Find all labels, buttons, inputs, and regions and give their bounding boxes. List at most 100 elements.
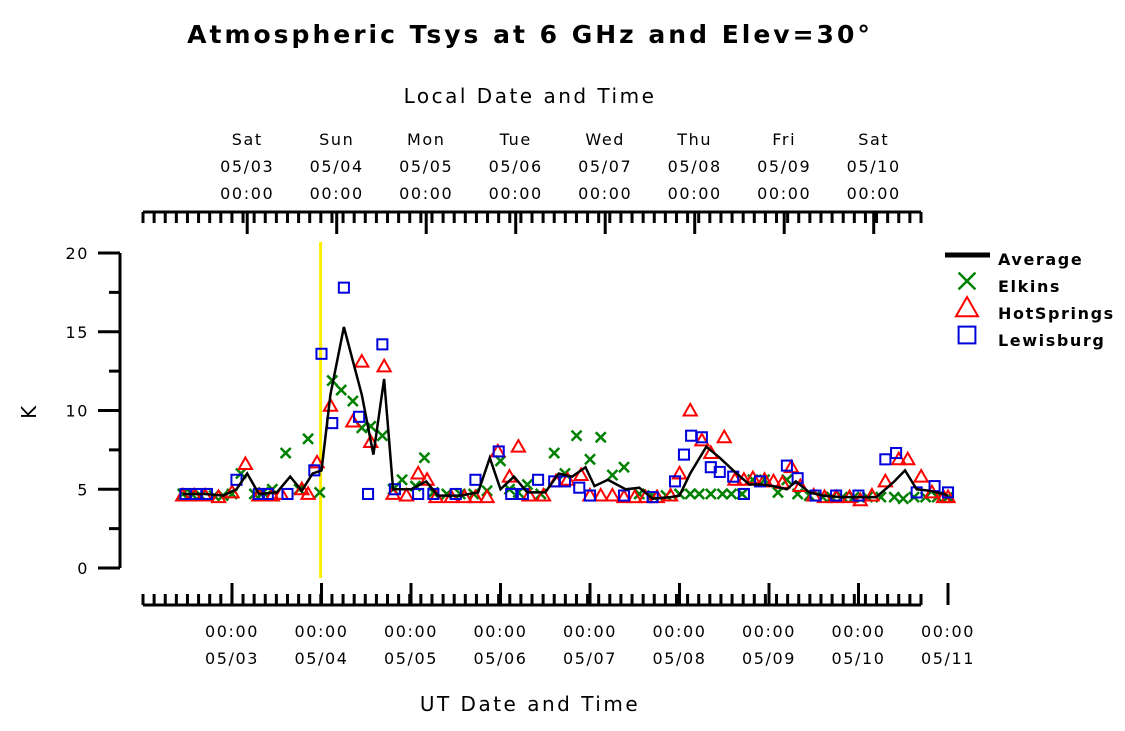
top-tick-date-label: 05/08 xyxy=(668,157,722,176)
hotsprings-point xyxy=(877,472,894,488)
elkins-point xyxy=(335,384,348,396)
legend-elkins-swatch xyxy=(957,271,977,291)
hotsprings-point xyxy=(263,486,281,502)
hotsprings-point xyxy=(299,485,317,500)
elkins-point xyxy=(897,492,910,505)
legend-lewisburg-label: Lewisburg xyxy=(998,331,1105,350)
bottom-tick-time-label: 00:00 xyxy=(831,622,885,641)
top-tick-date-label: 05/04 xyxy=(310,157,364,176)
elkins-point xyxy=(888,491,901,504)
lewisburg-point xyxy=(695,431,708,444)
top-tick-day-label: Sun xyxy=(319,130,354,149)
elkins-point xyxy=(548,447,561,459)
lewisburg-point xyxy=(362,487,375,501)
bottom-tick-time-label: 00:00 xyxy=(384,622,438,641)
elkins-point xyxy=(584,453,596,466)
bottom-tick-date-label: 05/03 xyxy=(205,649,259,668)
hotsprings-point xyxy=(418,471,436,486)
elkins-point xyxy=(302,432,314,445)
hotsprings-point xyxy=(735,471,753,486)
lewisburg-point xyxy=(449,487,462,501)
lewisburg-point xyxy=(890,446,903,460)
lewisburg-point xyxy=(668,475,682,488)
lewisburg-point xyxy=(685,429,698,442)
plot-area xyxy=(174,281,957,507)
legend: Average Elkins HotSprings Lewisburg xyxy=(945,250,1115,350)
top-tick-time-label: 00:00 xyxy=(399,184,453,203)
bottom-tick-time-label: 00:00 xyxy=(742,622,796,641)
lewisburg-point xyxy=(376,338,389,351)
bottom-axis: 00:00 05/03 00:00 05/04 00:00 05/05 00:00 05/06… xyxy=(141,583,975,668)
hotsprings-point xyxy=(615,488,633,504)
y-axis: 0 5 10 15 20 xyxy=(65,244,122,578)
elkins-point xyxy=(279,447,292,459)
elkins-point xyxy=(725,488,738,500)
top-tick-time-label: 00:00 xyxy=(220,184,274,203)
top-tick-date-label: 05/10 xyxy=(847,157,901,176)
average-line xyxy=(182,326,949,500)
lewisburg-point xyxy=(941,486,955,499)
hotsprings-point xyxy=(237,455,254,470)
bottom-tick-time-label: 00:00 xyxy=(473,622,527,641)
y-tick-label: 10 xyxy=(65,402,89,421)
elkins-point xyxy=(594,431,607,444)
lewisburg-point xyxy=(617,489,631,502)
elkins-point xyxy=(494,454,507,467)
elkins-point xyxy=(313,486,326,499)
top-tick-date-label: 05/05 xyxy=(399,157,453,176)
hotsprings-point xyxy=(223,483,241,499)
lewisburg-point xyxy=(353,410,366,423)
elkins-point xyxy=(176,488,189,500)
lewisburg-point xyxy=(558,475,571,488)
hotsprings-point xyxy=(520,486,538,502)
hotsprings-point xyxy=(592,486,610,502)
lewisburg-point xyxy=(505,487,518,501)
top-tick-time-label: 00:00 xyxy=(668,184,722,203)
lewisburg-point xyxy=(532,473,545,486)
legend-elkins-label: Elkins xyxy=(998,277,1061,296)
elkins-point xyxy=(716,488,729,500)
legend-hotsprings-label: HotSprings xyxy=(998,304,1115,323)
y-tick-label: 5 xyxy=(77,480,89,499)
hotsprings-point xyxy=(375,357,393,373)
hotsprings-point xyxy=(308,453,326,469)
y-axis-title: K xyxy=(17,403,41,419)
bottom-tick-date-label: 05/08 xyxy=(652,649,706,668)
legend-lewisburg-swatch xyxy=(957,325,977,345)
hotsprings-point xyxy=(467,488,484,504)
elkins-point xyxy=(618,461,630,474)
elkins-point xyxy=(346,395,359,407)
hotsprings-point xyxy=(572,466,590,482)
lewisburg-point xyxy=(492,445,505,458)
elkins-point xyxy=(684,488,697,500)
hotsprings-point xyxy=(272,485,290,500)
chart-title: Atmospheric Tsys at 6 GHz and Elev=30° xyxy=(187,20,873,49)
elkins-point xyxy=(396,473,408,486)
bottom-tick-time-label: 00:00 xyxy=(294,622,348,641)
lewisburg-point xyxy=(737,487,750,501)
top-tick-time-label: 00:00 xyxy=(847,184,901,203)
hotsprings-point xyxy=(899,450,917,466)
bottom-tick-time-label: 00:00 xyxy=(563,622,617,641)
top-axis: Sat 05/03 00:00 Sun 05/04 00:00 Mon 05/05 00:00 T… xyxy=(141,130,923,234)
hotsprings-point xyxy=(510,438,527,453)
hotsprings-point xyxy=(626,488,644,504)
y-tick-label: 15 xyxy=(65,323,89,342)
elkins-point xyxy=(693,488,706,500)
top-tick-date-label: 05/09 xyxy=(757,157,811,176)
top-tick-time-label: 00:00 xyxy=(578,184,632,203)
top-tick-time-label: 00:00 xyxy=(757,184,811,203)
hotsprings-point xyxy=(715,428,733,444)
bottom-tick-time-label: 00:00 xyxy=(921,622,975,641)
hotsprings-point xyxy=(792,477,809,493)
y-tick-label: 0 xyxy=(77,559,89,578)
lewisburg-point xyxy=(677,448,691,461)
top-tick-day-label: Fri xyxy=(772,130,796,149)
lewisburg-point xyxy=(879,453,892,466)
y-tick-label: 20 xyxy=(65,244,89,263)
hotsprings-point xyxy=(783,458,800,474)
hotsprings-point xyxy=(912,468,930,483)
lewisburg-point xyxy=(780,459,793,472)
top-tick-day-label: Wed xyxy=(585,130,625,149)
